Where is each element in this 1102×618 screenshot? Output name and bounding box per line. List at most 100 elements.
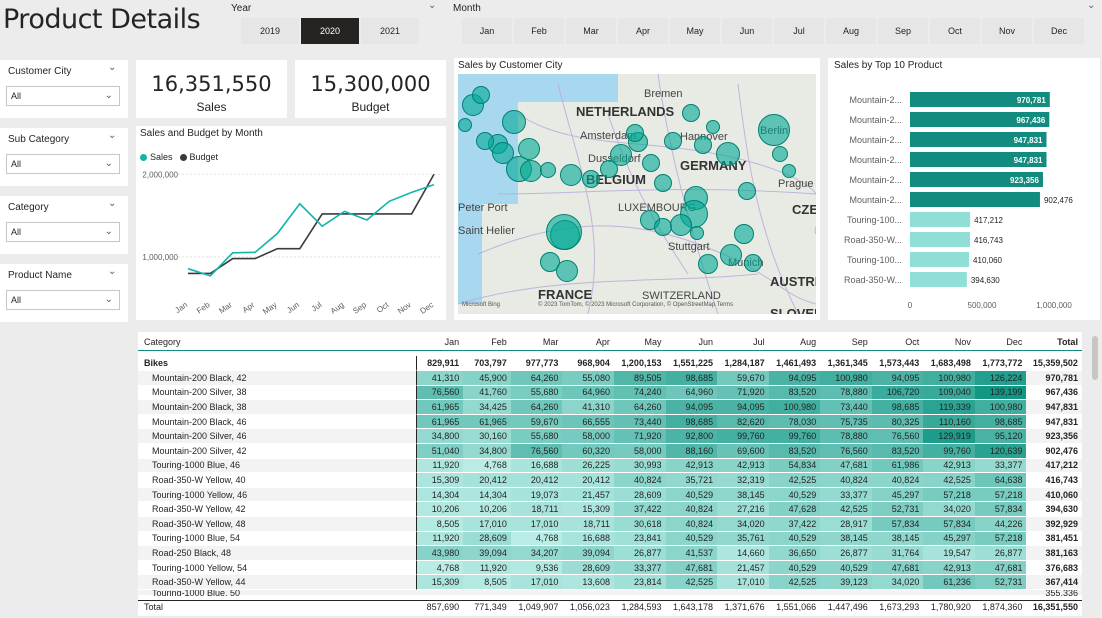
matrix-data-row[interactable]: Road-350-W Yellow, 42 10,206 10,206 18,711 1… <box>138 502 1082 517</box>
map-bubble[interactable] <box>600 160 618 178</box>
map-bubble[interactable] <box>546 214 582 250</box>
month-tile-nov[interactable]: Nov <box>982 18 1032 44</box>
map-bubble[interactable] <box>734 224 754 244</box>
matrix-data-row[interactable]: Mountain-200 Black, 42 41,310 45,900 64,260… <box>138 371 1082 386</box>
matrix-header-row[interactable]: Category Jan Feb Mar Apr May Jun Jul Aug Sep Oct No… <box>138 336 1082 351</box>
map-bubble[interactable] <box>520 160 542 182</box>
filter-collapse-chevron-icon[interactable]: ⌄ <box>108 62 117 73</box>
filter-dropdown[interactable]: All ⌄ <box>6 290 120 310</box>
bar-chart-card[interactable]: Sales by Top 10 Product Mountain-2... 970… <box>828 58 1100 320</box>
map-bubble[interactable] <box>772 146 788 162</box>
year-tile-2019[interactable]: 2019 <box>241 18 299 44</box>
bar[interactable] <box>910 112 1050 127</box>
map-bubble[interactable] <box>716 142 740 166</box>
map-bubble[interactable] <box>540 162 556 178</box>
matrix-total-row[interactable]: Total 857,690 771,349 1,049,907 1,056,023 1,2… <box>138 600 1082 615</box>
year-tile-2021[interactable]: 2021 <box>361 18 419 44</box>
series-line-budget[interactable] <box>188 173 435 275</box>
map-bubble[interactable] <box>670 214 692 236</box>
map-bubble[interactable] <box>654 174 672 192</box>
filter-collapse-chevron-icon[interactable]: ⌄ <box>108 198 117 209</box>
month-tile-apr[interactable]: Apr <box>618 18 668 44</box>
matrix-data-row[interactable]: Mountain-200 Silver, 42 51,040 34,800 76,56… <box>138 444 1082 459</box>
matrix-data-row[interactable]: Touring-1000 Yellow, 46 14,304 14,304 19,07… <box>138 487 1082 503</box>
map-bubble[interactable] <box>476 132 494 150</box>
filter-dropdown[interactable]: All ⌄ <box>6 86 120 106</box>
map-bubble[interactable] <box>560 164 582 186</box>
month-tile-mar[interactable]: Mar <box>566 18 616 44</box>
map-bubble[interactable] <box>610 144 632 166</box>
map-bubble[interactable] <box>664 132 682 150</box>
map-bubble[interactable] <box>642 154 660 172</box>
map-bubble[interactable] <box>706 120 720 134</box>
matrix-data-row[interactable]: Touring-1000 Yellow, 54 4,768 11,920 9,536 2… <box>138 560 1082 576</box>
bar[interactable] <box>910 252 970 267</box>
series-line-sales[interactable] <box>187 183 435 277</box>
bar[interactable] <box>910 232 971 247</box>
month-tile-sep[interactable]: Sep <box>878 18 928 44</box>
map-bubble[interactable] <box>758 114 790 146</box>
matrix-partial-row[interactable]: Touring-1000 Blue, 50 355,336 <box>138 590 1082 596</box>
matrix-data-row[interactable]: Touring-1000 Blue, 54 11,920 28,609 4,768 16… <box>138 531 1082 547</box>
matrix-data-row[interactable]: Mountain-200 Black, 46 61,965 61,965 59,670… <box>138 414 1082 430</box>
month-tile-jun[interactable]: Jun <box>722 18 772 44</box>
filter-dropdown[interactable]: All ⌄ <box>6 154 120 174</box>
map-bubble[interactable] <box>582 170 600 188</box>
value-cell: 968,904 <box>562 356 614 371</box>
matrix-data-row[interactable]: Mountain-200 Silver, 46 34,800 30,160 55,68… <box>138 429 1082 444</box>
value-cell: 120,639 <box>974 444 1027 459</box>
map-bubble[interactable] <box>518 138 540 160</box>
month-slicer-chevron-icon[interactable]: ⌄ <box>1087 0 1096 11</box>
filter-collapse-chevron-icon[interactable]: ⌄ <box>108 130 117 141</box>
bar[interactable] <box>910 152 1047 167</box>
matrix-data-row[interactable]: Road-350-W Yellow, 40 15,309 20,412 20,412 2… <box>138 473 1082 488</box>
value-cell: 977,773 <box>510 356 563 371</box>
value-cell: 28,609 <box>463 531 511 547</box>
map-bubble[interactable] <box>698 254 718 274</box>
matrix-data-row[interactable]: Road-250 Black, 48 43,980 39,094 34,207 39,0… <box>138 546 1082 561</box>
map-bubble[interactable] <box>682 104 700 122</box>
line-chart-card[interactable]: Sales and Budget by Month Sales Budget 2… <box>136 126 446 320</box>
month-tile-jul[interactable]: Jul <box>774 18 824 44</box>
kpi-budget-card[interactable]: 15,300,000 Budget <box>295 60 446 118</box>
month-tile-oct[interactable]: Oct <box>930 18 980 44</box>
matrix-table[interactable]: Category Jan Feb Mar Apr May Jun Jul Aug Sep Oct No… <box>138 332 1082 616</box>
map-bubble[interactable] <box>492 142 514 164</box>
month-tile-aug[interactable]: Aug <box>826 18 876 44</box>
month-tile-dec[interactable]: Dec <box>1034 18 1084 44</box>
map-bubble[interactable] <box>626 124 644 142</box>
kpi-sales-card[interactable]: 16,351,550 Sales <box>136 60 287 118</box>
bar[interactable] <box>910 192 1040 207</box>
matrix-data-row[interactable]: Road-350-W Yellow, 48 8,505 17,010 17,010 18… <box>138 517 1082 532</box>
map-bubble[interactable] <box>472 86 490 104</box>
bar[interactable] <box>910 172 1043 187</box>
matrix-data-row[interactable]: Mountain-200 Silver, 38 76,560 41,760 55,68… <box>138 385 1082 401</box>
map-bubble[interactable] <box>694 136 712 154</box>
month-tile-jan[interactable]: Jan <box>462 18 512 44</box>
filter-dropdown[interactable]: All ⌄ <box>6 222 120 242</box>
map-bubble[interactable] <box>744 254 762 272</box>
map-bubble[interactable] <box>556 260 578 282</box>
matrix-scrollbar[interactable] <box>1092 336 1098 380</box>
map-canvas[interactable]: NETHERLANDSAmsterdamHannoverBerlinGERMAN… <box>458 74 816 314</box>
matrix-data-row[interactable]: Road-350-W Yellow, 44 15,309 8,505 17,010 13… <box>138 575 1082 590</box>
month-tile-feb[interactable]: Feb <box>514 18 564 44</box>
map-bubble[interactable] <box>458 118 472 132</box>
map-card[interactable]: Sales by Customer City NETHERLANDS Amster… <box>454 58 820 320</box>
map-bubble[interactable] <box>502 110 526 134</box>
month-tile-may[interactable]: May <box>670 18 720 44</box>
matrix-data-row[interactable]: Touring-1000 Blue, 46 11,920 4,768 16,688 26… <box>138 458 1082 474</box>
year-slicer-chevron-icon[interactable]: ⌄ <box>428 0 437 11</box>
year-tile-2020[interactable]: 2020 <box>301 18 359 44</box>
bar[interactable] <box>910 212 971 227</box>
bar[interactable] <box>910 92 1050 107</box>
bar[interactable] <box>910 132 1047 147</box>
map-bubble[interactable] <box>738 182 756 200</box>
map-bubble[interactable] <box>720 244 742 266</box>
matrix-data-row[interactable]: Mountain-200 Black, 38 61,965 34,425 64,260… <box>138 400 1082 415</box>
filter-collapse-chevron-icon[interactable]: ⌄ <box>108 266 117 277</box>
bar[interactable] <box>910 272 967 287</box>
map-bubble[interactable] <box>690 226 704 240</box>
matrix-group-row[interactable]: Bikes 829,911 703,797 977,773 968,904 1,200,1… <box>138 356 1082 371</box>
map-bubble[interactable] <box>782 164 796 178</box>
